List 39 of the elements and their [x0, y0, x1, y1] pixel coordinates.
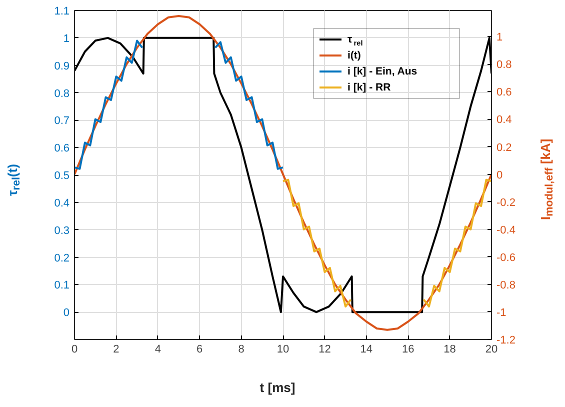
legend-label: i [k] - Ein, Aus	[348, 66, 418, 78]
y-tick-label: 1.1	[54, 6, 70, 18]
y-tick-label: 0.4	[54, 197, 70, 210]
y-tick-label: 0.7	[54, 115, 70, 128]
y-tick-label: 0.2	[54, 252, 70, 264]
y2-tick-label: -0.6	[496, 252, 516, 264]
y2-tick-label: -0.2	[496, 196, 516, 209]
x-tick-label: 6	[196, 344, 203, 356]
y-tick-label: 0.6	[54, 142, 70, 155]
y2-tick-label: 0.8	[496, 59, 512, 72]
y2-tick-label: -0.4	[496, 224, 516, 236]
y-tick-label: 0.9	[54, 60, 70, 72]
y2-tick-label: 0.6	[496, 86, 512, 99]
y2-tick-label: -1	[496, 306, 506, 319]
x-tick-label: 2	[113, 344, 120, 356]
legend-label: i(t)	[348, 50, 361, 62]
y2-tick-label: 0.4	[496, 114, 512, 126]
x-tick-label: 18	[444, 344, 456, 356]
y-tick-label: 0.8	[54, 88, 70, 100]
x-axis-title: t [ms]	[258, 380, 296, 395]
y-tick-label: 0	[63, 307, 70, 320]
legend-label: i [k] - RR	[348, 82, 392, 94]
x-tick-label: 4	[154, 344, 161, 356]
y2-tick-label: 0.2	[496, 142, 512, 154]
y-tick-label: 0.1	[54, 280, 70, 292]
x-tick-label: 8	[238, 344, 244, 356]
x-tick-label: 20	[485, 344, 498, 356]
y-tick-label: 0.5	[54, 170, 70, 182]
y2-tick-label: 1	[496, 32, 503, 44]
y-tick-label: 1	[63, 32, 70, 45]
x-tick-label: 10	[276, 344, 290, 356]
y-tick-label: 0.3	[54, 224, 70, 237]
x-tick-label: 16	[402, 344, 414, 356]
y2-tick-label: 0	[496, 169, 503, 182]
x-tick-label: 14	[360, 344, 373, 356]
y2-tick-label: -0.8	[496, 279, 516, 292]
x-tick-label: 0	[71, 344, 78, 356]
x-tick-label: 12	[318, 344, 331, 356]
y2-tick-label: -1.2	[496, 334, 516, 346]
